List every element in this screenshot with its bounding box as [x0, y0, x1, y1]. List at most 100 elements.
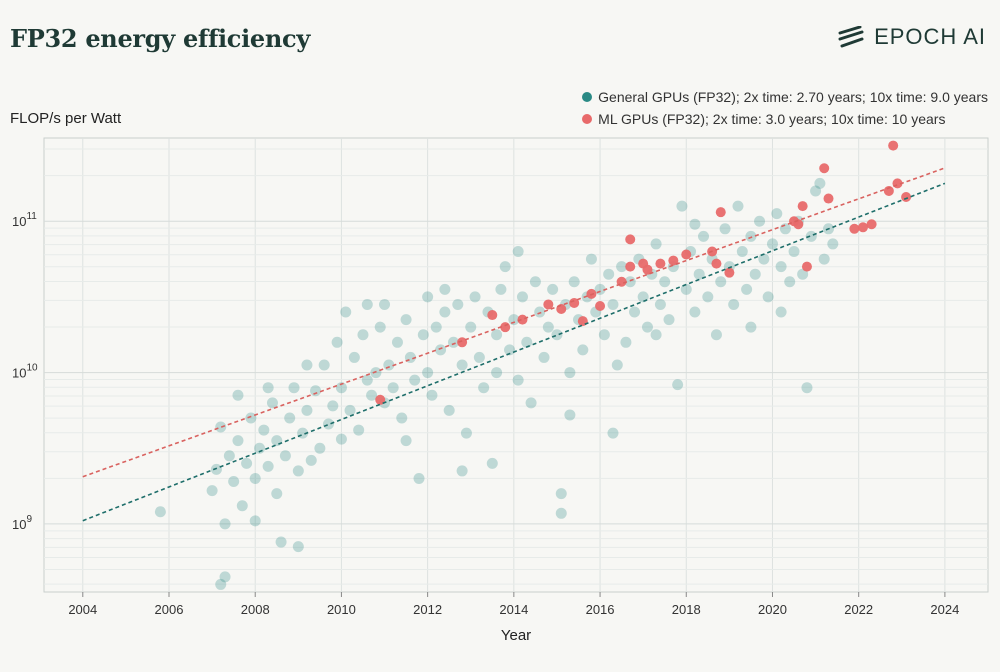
- brand-logo: EPOCH AI: [838, 24, 986, 50]
- general-gpu-point: [305, 454, 317, 466]
- ml-gpu-point: [823, 193, 834, 204]
- general-gpu-point: [797, 268, 809, 280]
- general-gpu-point: [758, 253, 770, 265]
- general-gpu-point: [551, 329, 563, 341]
- ml-gpu-point: [577, 316, 588, 327]
- general-gpu-point: [659, 276, 671, 288]
- general-gpu-point: [284, 412, 296, 424]
- general-gpu-point: [672, 379, 684, 391]
- general-gpu-point: [249, 473, 261, 484]
- general-gpu-point: [568, 276, 580, 288]
- general-gpu-point: [219, 571, 231, 583]
- general-gpu-point: [702, 291, 714, 303]
- general-gpu-trendline: [82, 182, 946, 522]
- ml-gpu-point: [888, 140, 899, 151]
- general-gpu-point: [680, 283, 692, 295]
- ml-gpu-trendline: [82, 167, 946, 478]
- general-gpu-point: [745, 230, 757, 242]
- general-gpu-point: [396, 412, 408, 424]
- general-gpu-point: [353, 424, 365, 436]
- general-gpu-point: [331, 336, 343, 348]
- general-gpu-point: [788, 246, 800, 257]
- general-gpu-point: [555, 488, 567, 500]
- x-tick-label: 2004: [68, 602, 97, 617]
- x-tick-label: 2022: [844, 602, 873, 617]
- general-gpu-point: [249, 515, 261, 527]
- y-tick-label: 1010: [12, 363, 38, 381]
- ml-gpu-point: [901, 192, 912, 203]
- general-gpu-point: [516, 291, 528, 303]
- general-gpu-point: [413, 473, 425, 484]
- general-gpu-point: [422, 291, 434, 303]
- general-gpu-point: [598, 329, 610, 341]
- general-gpu-point: [335, 433, 347, 445]
- general-gpu-point: [676, 200, 688, 212]
- ml-gpu-point: [681, 249, 692, 260]
- general-gpu-point: [663, 314, 675, 326]
- ml-gpu-point: [625, 234, 636, 245]
- general-gpu-point: [266, 397, 278, 409]
- general-gpu-point: [417, 329, 429, 341]
- x-axis-label: Year: [501, 627, 531, 644]
- general-gpu-point: [577, 344, 589, 356]
- general-gpu-point: [603, 268, 615, 280]
- general-gpu-point: [314, 442, 326, 454]
- general-gpu-point: [456, 359, 468, 371]
- ml-gpu-point: [595, 300, 606, 311]
- general-gpu-point: [439, 283, 451, 295]
- page-title: FP32 energy efficiency: [10, 24, 310, 53]
- general-gpu-point: [693, 268, 705, 280]
- general-gpu-point: [361, 298, 373, 310]
- general-gpu-point: [473, 351, 485, 363]
- ml-gpu-point: [801, 261, 812, 272]
- ml-gpu-point: [797, 201, 808, 212]
- general-gpu-point: [460, 427, 472, 439]
- general-gpu-point: [784, 276, 796, 288]
- general-gpu-point: [508, 314, 520, 326]
- general-gpu-point: [340, 306, 352, 318]
- general-gpu-point: [715, 276, 727, 288]
- general-gpu-point: [728, 298, 740, 310]
- general-gpu-point: [288, 382, 300, 394]
- general-gpu-point: [534, 306, 546, 318]
- general-gpu-point: [771, 208, 783, 220]
- general-gpu-point: [762, 291, 774, 303]
- general-gpu-point: [607, 427, 619, 439]
- x-tick-label: 2024: [930, 602, 959, 617]
- general-gpu-point: [491, 329, 503, 341]
- general-gpu-point: [766, 238, 778, 250]
- general-gpu-point: [564, 367, 576, 379]
- general-gpu-point: [154, 506, 166, 518]
- legend-label-general: General GPUs (FP32); 2x time: 2.70 years…: [598, 89, 988, 105]
- ml-gpu-point: [819, 163, 830, 174]
- general-gpu-point: [387, 382, 399, 394]
- general-gpu-point: [512, 374, 524, 386]
- general-gpu-point: [814, 177, 826, 189]
- brand-name: EPOCH AI: [874, 24, 986, 49]
- general-gpu-point: [775, 306, 787, 318]
- general-gpu-point: [810, 185, 822, 197]
- general-gpu-point: [525, 397, 537, 409]
- general-gpu-point: [430, 321, 442, 333]
- general-gpu-point: [327, 400, 339, 412]
- general-gpu-point: [400, 435, 412, 447]
- general-gpu-point: [236, 500, 248, 512]
- ml-gpu-point: [715, 207, 726, 218]
- general-gpu-point: [719, 223, 731, 235]
- general-gpu-point: [736, 246, 748, 257]
- ml-gpu-point: [711, 258, 722, 269]
- x-tick-label: 2010: [327, 602, 356, 617]
- general-gpu-point: [344, 404, 356, 416]
- general-gpu-point: [629, 306, 641, 318]
- general-gpu-point: [689, 218, 701, 230]
- general-gpu-point: [322, 418, 334, 430]
- general-gpu-point: [232, 389, 244, 401]
- general-gpu-point: [206, 485, 218, 497]
- general-gpu-point: [801, 382, 813, 394]
- general-gpu-point: [271, 435, 283, 447]
- general-gpu-point: [348, 351, 360, 363]
- general-gpu-point: [422, 367, 434, 379]
- general-gpu-point: [512, 246, 524, 257]
- general-gpu-point: [641, 321, 653, 333]
- x-tick-label: 2018: [672, 602, 701, 617]
